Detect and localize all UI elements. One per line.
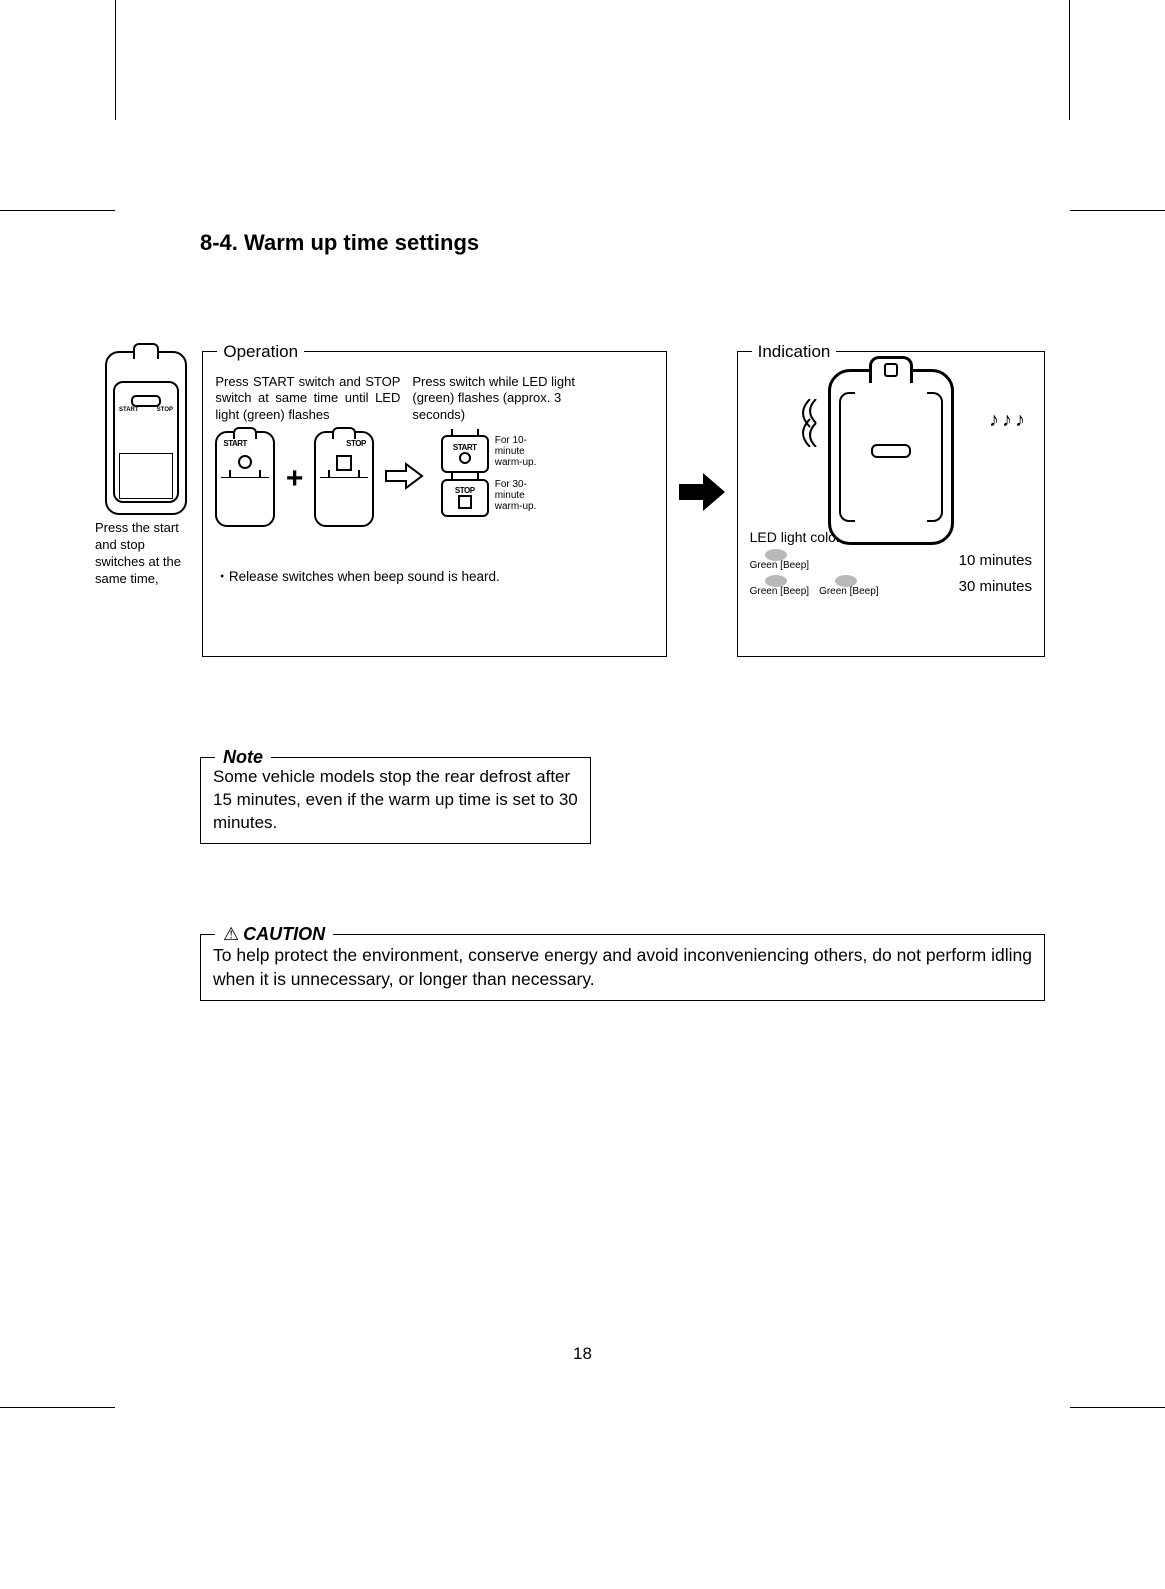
led-time: 30 minutes	[959, 578, 1032, 595]
stop-label: STOP	[455, 486, 475, 495]
content-area: 8-4. Warm up time settings START STOP Pr…	[200, 230, 1045, 1001]
led-label: Green [Beep]	[750, 587, 809, 597]
sound-wave-icon	[786, 399, 828, 453]
section-title: 8-4. Warm up time settings	[200, 230, 1045, 256]
indication-box: Indication ♪♪♪	[737, 351, 1045, 657]
warning-triangle-icon: ⚠	[223, 922, 239, 947]
crop-mark	[100, 0, 116, 120]
led-label: Green [Beep]	[819, 587, 878, 597]
operation-graphics: START + STOP	[215, 431, 653, 561]
remote-fob-left: START STOP Press the start and stop swit…	[95, 351, 192, 588]
operation-box: Operation Press START switch and STOP sw…	[202, 351, 666, 657]
stop-label: STOP	[322, 439, 366, 448]
start-button-illustration: START	[215, 431, 275, 527]
page-number: 18	[573, 1344, 592, 1364]
note-legend: Note	[215, 745, 271, 769]
plus-icon: +	[286, 462, 304, 496]
caution-legend: ⚠CAUTION	[215, 922, 333, 947]
stop-switch-caption: For 30-minute warm-up.	[495, 479, 545, 512]
operation-release-note: ・Release switches when beep sound is hea…	[215, 565, 653, 585]
start-label: START	[223, 439, 267, 448]
music-notes-icon: ♪♪♪	[989, 409, 1028, 432]
arrow-icon	[677, 470, 727, 519]
stop-button-illustration: STOP	[314, 431, 374, 527]
stop-label: STOP	[157, 407, 173, 413]
remote-fob-indication	[828, 369, 954, 545]
crop-mark	[0, 1407, 115, 1409]
led-row-30min: Green [Beep] Green [Beep] 30 minutes	[750, 575, 1032, 597]
led-label: Green [Beep]	[750, 561, 809, 571]
led-time: 10 minutes	[959, 552, 1032, 569]
crop-mark	[0, 210, 115, 212]
start-label: START	[119, 407, 139, 413]
start-label: START	[453, 443, 477, 452]
caution-label: CAUTION	[243, 924, 325, 944]
crop-mark	[1070, 1407, 1165, 1409]
stop-switch: STOP	[441, 479, 489, 517]
remote-fob-illustration: START STOP	[105, 351, 187, 515]
caution-text: To help protect the environment, conserv…	[213, 945, 1032, 990]
diagram-row: START STOP Press the start and stop swit…	[200, 351, 1045, 657]
switch-options: START For 10-minute warm-up. STOP	[441, 435, 545, 523]
led-row-10min: Green [Beep] 10 minutes	[750, 549, 1032, 571]
start-switch: START	[441, 435, 489, 473]
operation-legend: Operation	[217, 342, 304, 362]
arrow-icon	[384, 461, 424, 496]
crop-mark	[1069, 0, 1085, 120]
operation-text-2: Press switch while LED light (green) fla…	[412, 374, 582, 423]
note-box: Note Some vehicle models stop the rear d…	[200, 757, 591, 844]
fob-left-caption: Press the start and stop switches at the…	[95, 520, 192, 588]
note-text: Some vehicle models stop the rear defros…	[213, 767, 578, 832]
operation-text-1: Press START switch and STOP switch at sa…	[215, 374, 400, 423]
caution-box: ⚠CAUTION To help protect the environment…	[200, 934, 1045, 1001]
page: 8-4. Warm up time settings START STOP Pr…	[0, 0, 1165, 1589]
crop-mark	[1070, 210, 1165, 212]
start-switch-caption: For 10-minute warm-up.	[495, 435, 545, 468]
indication-legend: Indication	[752, 342, 837, 362]
